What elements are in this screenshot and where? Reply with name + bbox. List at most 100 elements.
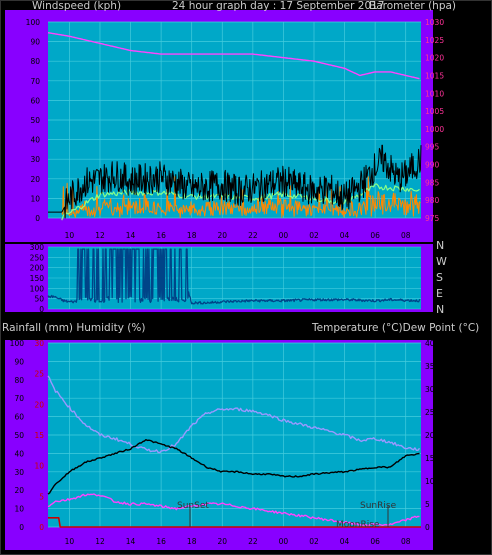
x-tick: 18 (187, 537, 197, 546)
y-tick-left: 0 (35, 214, 40, 223)
x-tick: 08 (401, 231, 411, 240)
y-tick-right: 15 (425, 454, 435, 463)
y-tick-humidity: 50 (14, 431, 24, 440)
y-tick-right: 20 (425, 431, 435, 440)
wind-direction-series (47, 248, 421, 305)
y-tick-left: 70 (30, 77, 40, 86)
x-tick: 16 (156, 537, 166, 546)
y-tick-left: 100 (30, 284, 45, 293)
x-tick: 02 (309, 231, 319, 240)
direction-label-w: W (436, 255, 447, 268)
y-tick-left: 0 (39, 305, 44, 314)
x-tick: 20 (217, 537, 227, 546)
y-tick-humidity: 70 (14, 394, 24, 403)
y-tick-humidity: 10 (14, 505, 24, 514)
moonrise-label: MoonRise (336, 520, 380, 530)
y-tick-left: 40 (30, 136, 40, 145)
y-tick-humidity: 80 (14, 376, 24, 385)
x-tick: 14 (126, 231, 136, 240)
y-tick-rain: 25 (34, 370, 44, 379)
sunrise-label: SunRise (360, 501, 397, 511)
header-left: Windspeed (kph) (32, 0, 121, 12)
y-tick-left: 60 (30, 96, 40, 105)
sunset-label: SunSet (177, 501, 209, 511)
x-tick: 06 (370, 231, 380, 240)
y-tick-left: 90 (30, 38, 40, 47)
barometer-series (47, 32, 420, 80)
x-tick: 18 (187, 231, 197, 240)
y-tick-right: 1025 (425, 36, 444, 45)
y-tick-right: 975 (425, 214, 440, 223)
y-tick-right: 1005 (425, 107, 444, 116)
rainfall-series (48, 516, 421, 528)
gust-series (61, 176, 421, 219)
y-tick-left: 150 (30, 274, 45, 283)
y-tick-rain: 20 (34, 400, 44, 409)
y-tick-left: 80 (30, 57, 40, 66)
x-tick: 10 (65, 537, 75, 546)
direction-label-n-bottom: N (436, 303, 444, 316)
y-tick-right: 990 (425, 161, 440, 170)
x-tick: 14 (126, 537, 136, 546)
x-tick: 08 (401, 537, 411, 546)
x-tick: 00 (279, 537, 289, 546)
y-tick-right: 5 (425, 500, 430, 509)
y-tick-left: 300 (30, 243, 45, 252)
wind-barometer-chart: 0102030405060708090100975980985990995100… (26, 18, 445, 240)
y-tick-rain: 0 (39, 523, 44, 532)
y-tick-right: 1015 (425, 71, 444, 80)
y-tick-right: 995 (425, 143, 440, 152)
x-tick: 22 (248, 537, 258, 546)
x-tick: 02 (309, 537, 319, 546)
y-tick-right: 30 (425, 385, 435, 394)
y-tick-humidity: 40 (14, 449, 24, 458)
x-tick: 06 (370, 537, 380, 546)
direction-label-s: S (436, 271, 443, 284)
y-tick-left: 20 (30, 175, 40, 184)
temperature-series (47, 439, 420, 495)
y-tick-left: 30 (30, 155, 40, 164)
y-tick-rain: 15 (34, 431, 44, 440)
x-tick: 22 (248, 231, 258, 240)
x-tick: 04 (340, 537, 350, 546)
y-tick-rain: 10 (34, 462, 44, 471)
y-tick-right: 1030 (425, 18, 444, 27)
direction-label-n-top: N (436, 239, 444, 252)
x-tick: 10 (65, 231, 75, 240)
x-tick: 12 (95, 231, 105, 240)
y-tick-right: 985 (425, 178, 440, 187)
y-tick-left: 50 (30, 116, 40, 125)
windspeed-series (48, 144, 422, 219)
y-tick-right: 1020 (425, 54, 444, 63)
y-tick-right: 40 (425, 339, 435, 348)
y-tick-left: 200 (30, 264, 45, 273)
y-tick-humidity: 30 (14, 468, 24, 477)
y-tick-left: 250 (30, 253, 45, 262)
y-tick-right: 980 (425, 196, 440, 205)
y-tick-humidity: 90 (14, 357, 24, 366)
x-tick: 04 (340, 231, 350, 240)
humidity-series (47, 375, 421, 454)
y-tick-right: 1000 (425, 125, 444, 134)
y-tick-humidity: 0 (19, 523, 24, 532)
x-tick: 00 (279, 231, 289, 240)
temperature-humidity-chart: 0102030405060708090100051015202530051015… (10, 339, 435, 546)
y-tick-right: 1010 (425, 89, 444, 98)
x-tick: 16 (156, 231, 166, 240)
y-tick-humidity: 100 (10, 339, 25, 348)
y-tick-right: 0 (425, 523, 430, 532)
lower-header-right: Temperature (°C)Dew Point (°C) (311, 322, 479, 334)
dewpoint-series (47, 493, 420, 527)
lower-header-left: Rainfall (mm) Humidity (%) (2, 322, 145, 334)
y-tick-right: 25 (425, 408, 435, 417)
header-right: Barometer (hpa) (369, 0, 456, 12)
y-tick-humidity: 20 (14, 486, 24, 495)
y-tick-right: 10 (425, 477, 435, 486)
y-tick-rain: 30 (34, 339, 44, 348)
x-tick: 12 (95, 537, 105, 546)
direction-label-e: E (436, 287, 443, 300)
y-tick-rain: 5 (39, 492, 44, 501)
y-tick-humidity: 60 (14, 413, 24, 422)
